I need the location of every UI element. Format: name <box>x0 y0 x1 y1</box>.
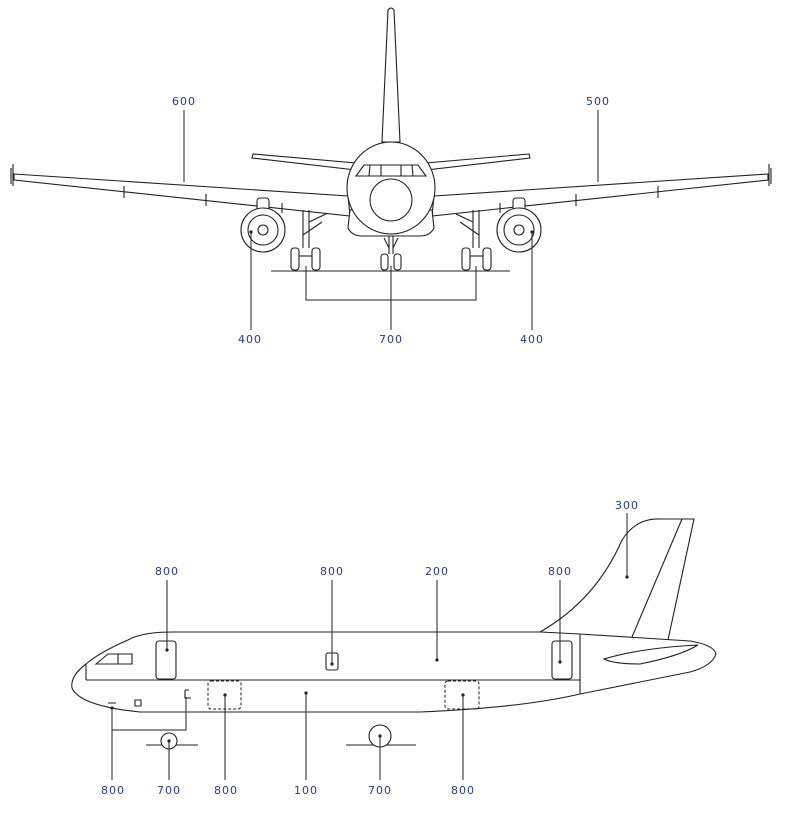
side-view: 300 800 800 200 800 800 700 800 100 700 … <box>71 499 717 797</box>
side-cargo-door-rear <box>444 680 480 710</box>
front-tail-fin <box>381 7 401 143</box>
front-winglet-right <box>768 164 772 186</box>
label-nose-gear: 700 <box>157 784 181 797</box>
label-wing-right: 500 <box>586 95 610 108</box>
label-wing-left: 600 <box>172 95 196 108</box>
front-wing-right <box>431 173 769 217</box>
side-door-front <box>155 640 177 680</box>
label-tail: 300 <box>615 499 639 512</box>
front-engine-right <box>496 197 542 253</box>
front-winglet-left <box>10 164 14 186</box>
label-lower-fuselage: 100 <box>294 784 318 797</box>
front-engine-left <box>240 197 286 253</box>
side-nose-detail <box>108 689 191 707</box>
front-wing-left <box>13 173 351 217</box>
side-nose-gear <box>146 732 198 750</box>
label-engine-right: 400 <box>520 333 544 346</box>
side-deck-band <box>85 634 581 694</box>
front-cockpit-windows <box>354 164 428 177</box>
label-door-mid: 800 <box>320 565 344 578</box>
label-door-front: 800 <box>155 565 179 578</box>
label-engine-left: 400 <box>238 333 262 346</box>
front-stabilizer-right <box>425 153 531 171</box>
side-horizontal-stabilizer <box>602 644 699 665</box>
label-door-rear: 800 <box>548 565 572 578</box>
side-cockpit-window <box>94 653 133 665</box>
side-leader-lines <box>110 513 629 780</box>
front-nose-radome <box>369 178 413 222</box>
label-landing-gear-front: 700 <box>379 333 403 346</box>
front-flap-fairings <box>123 186 659 213</box>
label-cargo-rear: 800 <box>451 784 475 797</box>
side-door-rear <box>551 640 573 680</box>
label-main-gear: 700 <box>368 784 392 797</box>
label-upper-fuselage: 200 <box>425 565 449 578</box>
side-tail-fin <box>538 518 695 641</box>
front-stabilizer-left <box>251 153 357 171</box>
front-view: 600 500 400 700 400 <box>10 7 772 346</box>
label-cargo-front: 800 <box>214 784 238 797</box>
front-leader-lines <box>183 110 599 330</box>
label-nose-detail: 800 <box>101 784 125 797</box>
